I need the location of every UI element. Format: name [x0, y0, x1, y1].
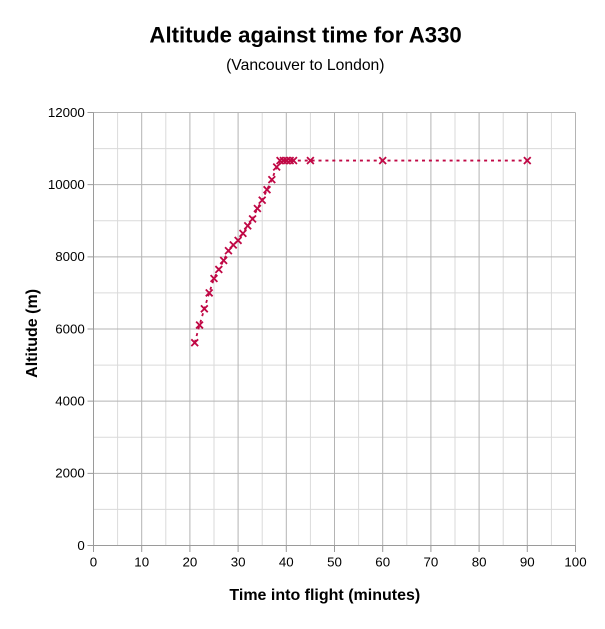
svg-text:0: 0 — [77, 538, 84, 553]
svg-text:70: 70 — [424, 555, 439, 570]
svg-text:20: 20 — [183, 555, 198, 570]
svg-text:Altitude against time for A330: Altitude against time for A330 — [149, 22, 461, 47]
svg-text:2000: 2000 — [55, 466, 85, 481]
svg-text:0: 0 — [90, 555, 97, 570]
svg-text:60: 60 — [375, 555, 390, 570]
svg-text:12000: 12000 — [48, 105, 85, 120]
svg-text:8000: 8000 — [55, 249, 85, 264]
svg-text:6000: 6000 — [55, 321, 85, 336]
svg-text:90: 90 — [520, 555, 535, 570]
svg-text:10: 10 — [134, 555, 149, 570]
svg-text:(Vancouver to London): (Vancouver to London) — [226, 57, 384, 74]
svg-text:Altitude (m): Altitude (m) — [24, 289, 41, 378]
svg-text:4000: 4000 — [55, 393, 85, 408]
svg-text:80: 80 — [472, 555, 487, 570]
svg-text:30: 30 — [231, 555, 246, 570]
svg-text:Time into flight (minutes): Time into flight (minutes) — [229, 587, 420, 604]
svg-text:50: 50 — [327, 555, 342, 570]
svg-text:100: 100 — [564, 555, 586, 570]
svg-text:10000: 10000 — [48, 177, 85, 192]
svg-text:40: 40 — [279, 555, 294, 570]
